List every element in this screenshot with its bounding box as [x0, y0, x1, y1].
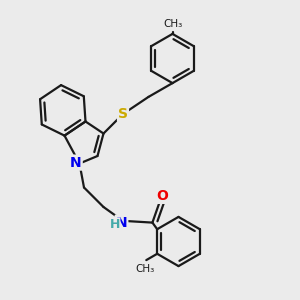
Text: CH₃: CH₃ [163, 20, 182, 29]
Text: S: S [118, 107, 128, 121]
Text: N: N [116, 216, 127, 230]
Text: O: O [156, 189, 168, 203]
Text: CH₃: CH₃ [135, 264, 154, 274]
Text: H: H [110, 218, 120, 231]
Text: N: N [70, 156, 82, 170]
